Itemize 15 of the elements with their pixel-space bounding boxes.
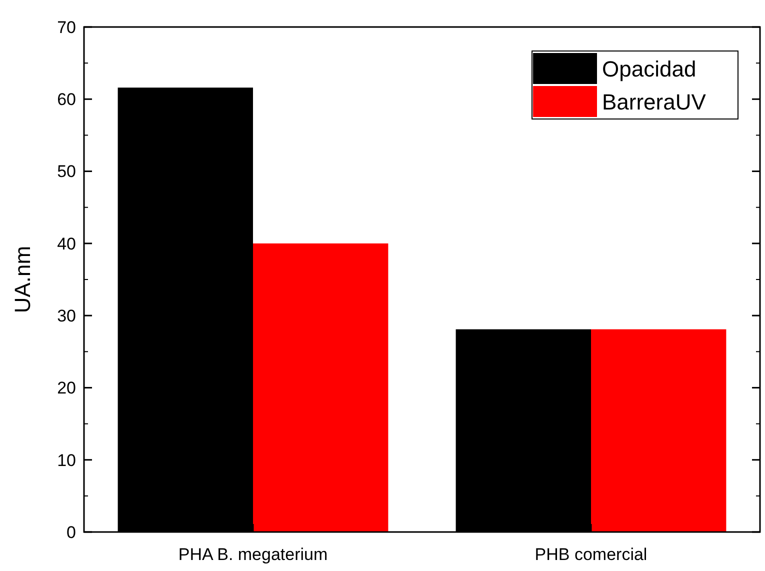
y-tick-label: 20 xyxy=(57,378,76,398)
legend-label: BarreraUV xyxy=(602,90,706,115)
y-tick-label: 40 xyxy=(57,234,76,254)
y-tick-label: 50 xyxy=(57,162,76,182)
x-tick-label: PHB comercial xyxy=(534,545,648,564)
y-tick-label: 60 xyxy=(57,90,76,110)
bar xyxy=(591,329,726,532)
y-tick-label: 70 xyxy=(57,18,76,37)
y-tick-label: 10 xyxy=(57,450,76,470)
y-tick-label: 30 xyxy=(57,306,76,326)
legend-label: Opacidad xyxy=(602,56,696,82)
y-axis-title: UA.nm xyxy=(10,246,35,314)
bar xyxy=(253,243,388,532)
y-tick-label: 0 xyxy=(66,522,76,542)
x-tick-label: PHA B. megaterium xyxy=(178,545,328,564)
